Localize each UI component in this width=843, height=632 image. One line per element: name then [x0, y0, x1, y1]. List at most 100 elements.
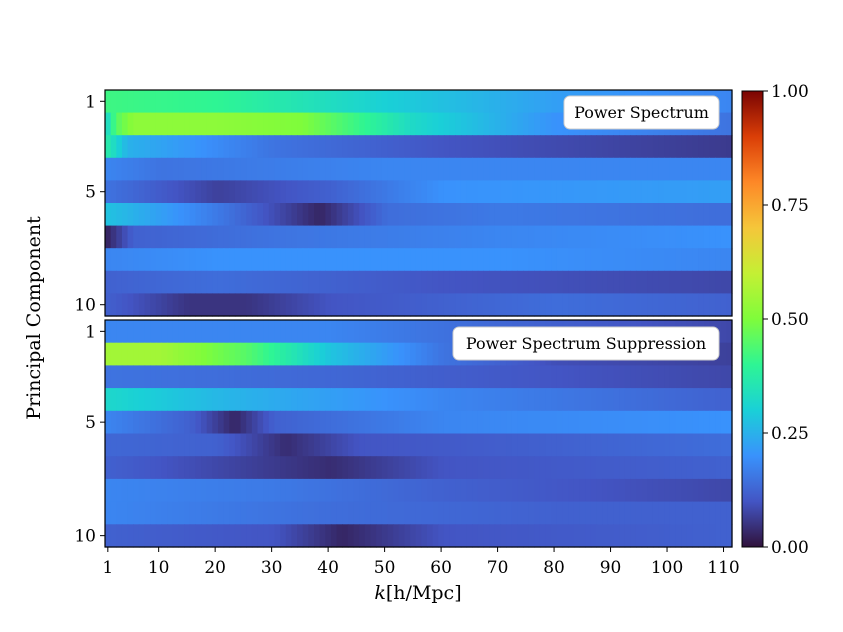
heatmap-cell: [308, 90, 315, 114]
heatmap-cell: [669, 135, 677, 159]
heatmap-cell: [116, 225, 123, 249]
heatmap-cell: [624, 501, 631, 525]
heatmap-cell: [257, 248, 264, 272]
heatmap-cell: [268, 248, 276, 272]
heatmap-cell: [720, 112, 727, 136]
heatmap-cell: [212, 320, 219, 344]
heatmap-cell: [201, 456, 208, 480]
heatmap-cell: [105, 478, 112, 503]
heatmap-cell: [641, 365, 648, 389]
heatmap-cell: [376, 365, 383, 389]
heatmap-cell: [330, 456, 338, 480]
heatmap-cell: [212, 365, 219, 389]
heatmap-cell: [155, 225, 163, 249]
heatmap-cell: [432, 180, 439, 204]
heatmap-cell: [314, 157, 321, 181]
heatmap-cell: [720, 433, 727, 457]
heatmap-cell: [443, 135, 451, 159]
heatmap-cell: [596, 270, 603, 294]
heatmap-cell: [201, 203, 208, 227]
heatmap-cell: [110, 478, 117, 503]
heatmap-cell: [263, 388, 270, 412]
heatmap-cell: [415, 112, 422, 136]
heatmap-cell: [189, 180, 196, 204]
heatmap-cell: [116, 180, 123, 204]
heatmap-cell: [528, 157, 535, 181]
heatmap-cell: [302, 320, 309, 344]
heatmap-cell: [387, 478, 394, 503]
heatmap-cell: [624, 388, 631, 412]
heatmap-cell: [573, 410, 581, 435]
x-tick-label: 70: [487, 558, 509, 578]
heatmap-cell: [579, 456, 586, 480]
heatmap-cell: [585, 248, 592, 272]
heatmap-cell: [285, 270, 293, 294]
heatmap-cell: [274, 180, 281, 204]
heatmap-cell: [500, 157, 507, 181]
heatmap-cell: [602, 270, 609, 294]
heatmap-cell: [201, 410, 208, 435]
heatmap-cell: [607, 293, 614, 317]
heatmap-cell: [590, 293, 598, 317]
heatmap-cell: [472, 365, 479, 389]
heatmap-cell: [263, 225, 270, 249]
heatmap-cell: [613, 501, 620, 525]
heatmap-cell: [161, 388, 168, 412]
heatmap-cell: [720, 388, 727, 412]
heatmap-cell: [370, 365, 377, 389]
heatmap-cell: [528, 501, 535, 525]
heatmap-cell: [404, 203, 411, 227]
heatmap-cell: [568, 135, 575, 159]
heatmap-cell: [619, 501, 626, 525]
heatmap-cell: [308, 388, 315, 412]
x-tick-label: 50: [374, 558, 396, 578]
heatmap-cell: [551, 410, 558, 435]
heatmap-cell: [534, 157, 541, 181]
heatmap-cell: [534, 293, 541, 317]
heatmap-cell: [562, 248, 569, 272]
heatmap-cell: [347, 225, 355, 249]
heatmap-cell: [545, 90, 552, 114]
heatmap-cell: [624, 270, 631, 294]
heatmap-cell: [590, 365, 598, 389]
heatmap-cell: [602, 410, 609, 435]
heatmap-cell: [155, 157, 163, 181]
panel-frame: [104, 89, 733, 317]
heatmap-cell: [692, 135, 699, 159]
heatmap-cell: [404, 225, 411, 249]
heatmap-cell: [297, 225, 304, 249]
heatmap-cell: [297, 157, 304, 181]
heatmap-cell: [206, 456, 213, 480]
heatmap-cell: [206, 365, 213, 389]
heatmap-cell: [421, 90, 428, 114]
heatmap-cell: [432, 157, 439, 181]
heatmap-cell: [624, 293, 631, 317]
heatmap-cell: [302, 478, 309, 503]
heatmap-cell: [212, 180, 219, 204]
heatmap-cell: [127, 157, 134, 181]
heatmap-cell: [477, 365, 485, 389]
heatmap-cell: [703, 410, 711, 435]
heatmap-cell: [184, 456, 191, 480]
heatmap-cell: [720, 320, 727, 344]
heatmap-cell: [472, 135, 479, 159]
heatmap-cell: [709, 456, 716, 480]
heatmap-cell: [138, 203, 146, 227]
heatmap-cell: [217, 433, 225, 457]
heatmap-cell: [150, 270, 157, 294]
heatmap-cell: [652, 456, 660, 480]
heatmap-cell: [539, 524, 547, 548]
heatmap-cell: [308, 248, 315, 272]
heatmap-cell: [167, 112, 174, 136]
heatmap-cell: [432, 293, 439, 317]
heatmap-cell: [726, 478, 733, 503]
heatmap-cell: [223, 410, 230, 435]
heatmap-cell: [415, 456, 422, 480]
heatmap-cell: [455, 365, 462, 389]
heatmap-cell: [415, 293, 422, 317]
heatmap-cell: [184, 524, 191, 548]
heatmap-cell: [150, 365, 157, 389]
heatmap-cell: [212, 112, 219, 136]
heatmap-cell: [342, 180, 349, 204]
heatmap-cell: [573, 248, 581, 272]
